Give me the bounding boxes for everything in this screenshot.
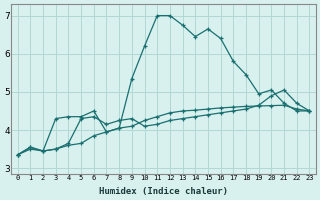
X-axis label: Humidex (Indice chaleur): Humidex (Indice chaleur) [99,187,228,196]
